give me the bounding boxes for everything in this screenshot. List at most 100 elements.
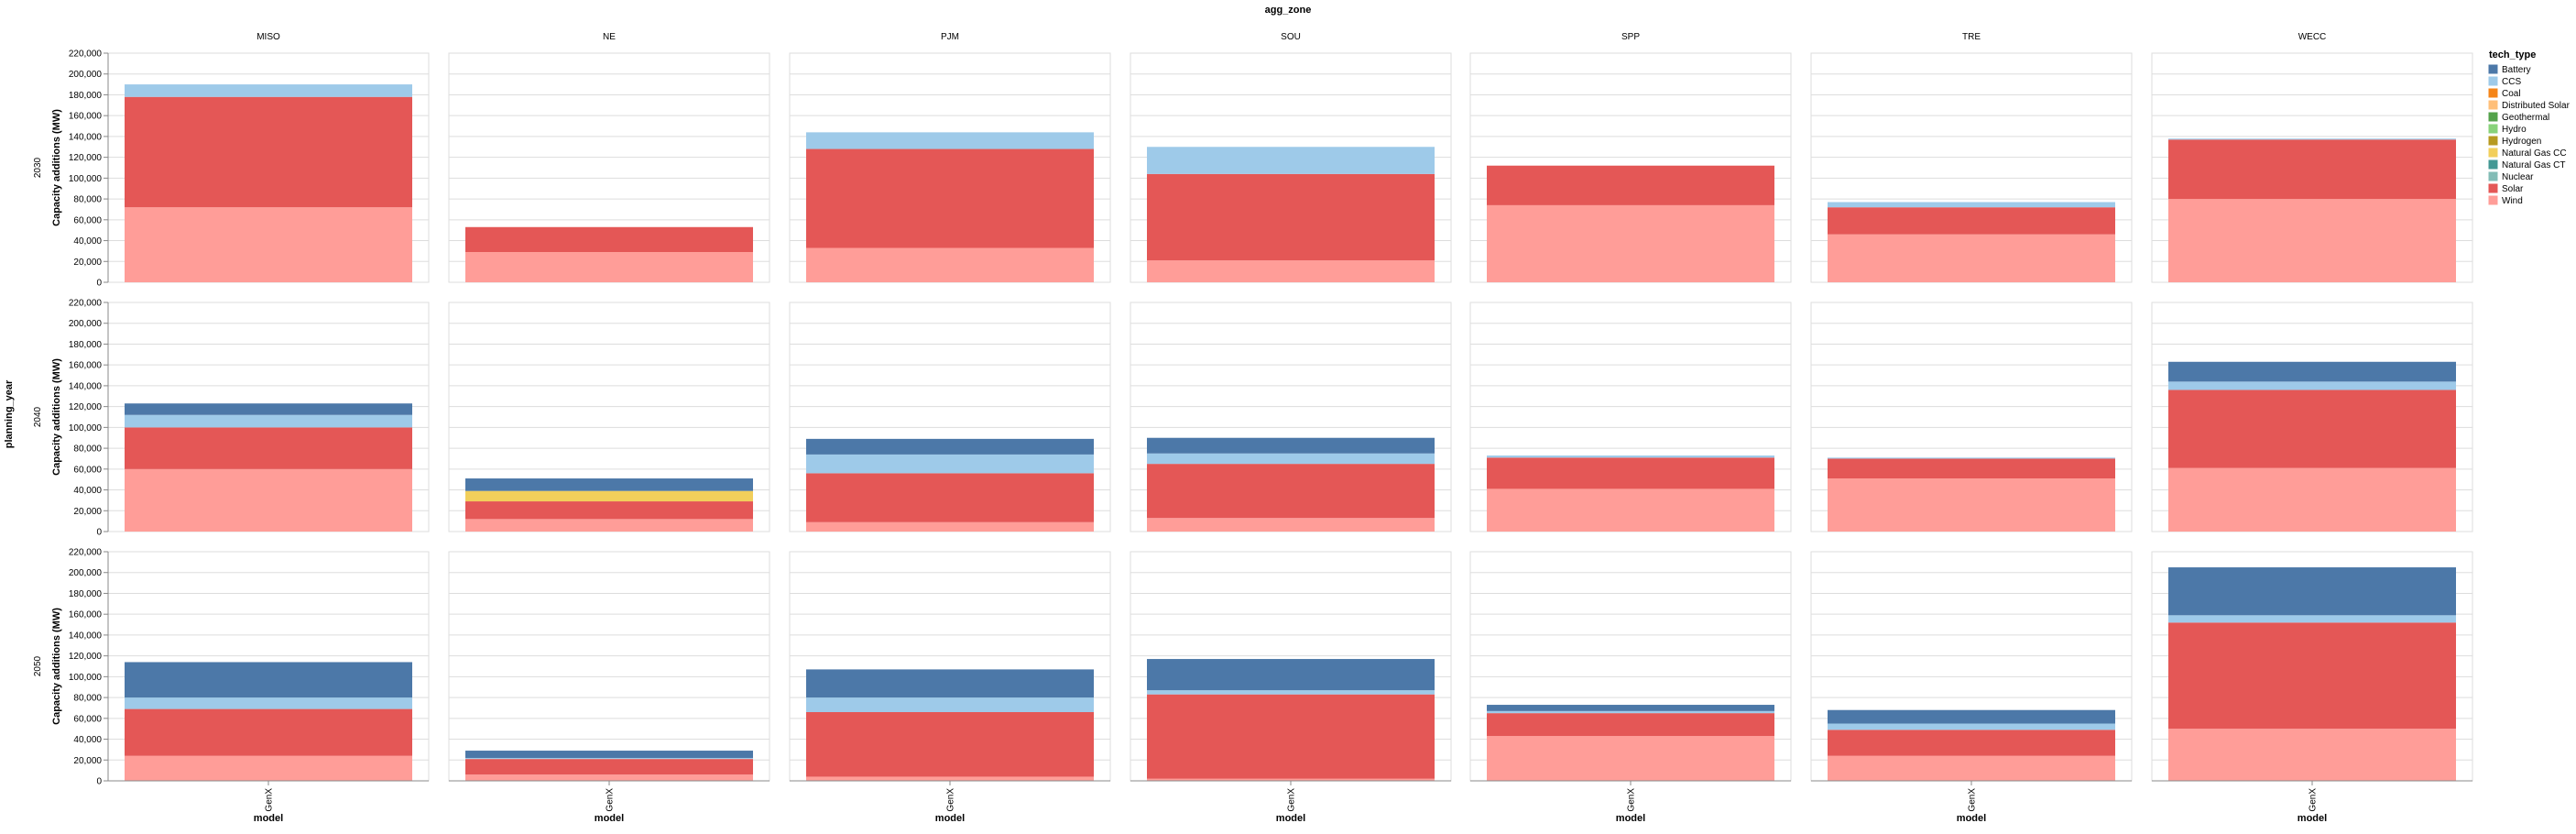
bar-segment-wind[interactable] bbox=[1828, 755, 2115, 781]
bar-segment-wind[interactable] bbox=[1487, 736, 1774, 781]
bar-segment-ccs[interactable] bbox=[1147, 147, 1435, 174]
bar-segment-solar[interactable] bbox=[2168, 139, 2456, 200]
bar-segment-ccs[interactable] bbox=[1487, 455, 1774, 458]
y-axis-title: Capacity additions (MW) bbox=[51, 608, 62, 725]
bar-segment-wind[interactable] bbox=[2168, 467, 2456, 532]
bar-segment-battery[interactable] bbox=[1147, 437, 1435, 454]
bar-segment-ccs[interactable] bbox=[2168, 138, 2456, 140]
bar-segment-solar[interactable] bbox=[1147, 464, 1435, 519]
bar-segment-wind[interactable] bbox=[125, 468, 412, 532]
bar-segment-ccs[interactable] bbox=[2168, 615, 2456, 623]
bar-segment-solar[interactable] bbox=[806, 712, 1094, 777]
bar-segment-battery[interactable] bbox=[2168, 567, 2456, 616]
bar-segment-wind[interactable] bbox=[806, 776, 1094, 781]
bar-segment-ccs[interactable] bbox=[2168, 381, 2456, 390]
legend-item-battery[interactable]: Battery bbox=[2488, 64, 2531, 75]
bar-segment-wind[interactable] bbox=[465, 774, 753, 781]
legend-swatch bbox=[2488, 88, 2498, 98]
bar-segment-solar[interactable] bbox=[2168, 390, 2456, 468]
bar-segment-battery[interactable] bbox=[1828, 709, 2115, 724]
bar-segment-wind[interactable] bbox=[465, 519, 753, 532]
bar-segment-solar[interactable] bbox=[1487, 165, 1774, 205]
bar-segment-ccs[interactable] bbox=[1828, 457, 2115, 459]
bar-segment-battery[interactable] bbox=[806, 669, 1094, 698]
bar-segment-wind[interactable] bbox=[1487, 204, 1774, 282]
y-tick-label: 100,000 bbox=[69, 673, 103, 683]
bar-segment-wind[interactable] bbox=[1828, 234, 2115, 282]
bar-segment-solar[interactable] bbox=[2168, 622, 2456, 730]
legend-swatch bbox=[2488, 148, 2498, 158]
bar-segment-solar[interactable] bbox=[125, 708, 412, 756]
bar-segment-wind[interactable] bbox=[125, 207, 412, 282]
legend-item-natural-gas-ct[interactable]: Natural Gas CT bbox=[2488, 159, 2565, 170]
bar-segment-solar[interactable] bbox=[465, 226, 753, 253]
y-tick-label: 100,000 bbox=[69, 174, 103, 184]
bar-segment-solar[interactable] bbox=[806, 148, 1094, 248]
legend-item-ccs[interactable]: CCS bbox=[2488, 76, 2521, 87]
bar-segment-battery[interactable] bbox=[465, 751, 753, 758]
bar-segment-solar[interactable] bbox=[1487, 457, 1774, 489]
bar-segment-ccs[interactable] bbox=[806, 697, 1094, 712]
bar-segment-ccs[interactable] bbox=[806, 454, 1094, 474]
bar-segment-ccs[interactable] bbox=[1147, 690, 1435, 695]
bar-segment-ccs[interactable] bbox=[465, 758, 753, 760]
legend-item-natural-gas-cc[interactable]: Natural Gas CC bbox=[2488, 148, 2567, 159]
bar-segment-solar[interactable] bbox=[1487, 713, 1774, 737]
bar-segment-natural-gas-cc[interactable] bbox=[465, 490, 753, 502]
column-header-miso: MISO bbox=[257, 32, 280, 42]
bar-segment-wind[interactable] bbox=[1147, 260, 1435, 282]
bar-segment-ccs[interactable] bbox=[125, 84, 412, 97]
bar-segment-wind[interactable] bbox=[1147, 778, 1435, 781]
legend-item-hydrogen[interactable]: Hydrogen bbox=[2488, 136, 2541, 147]
bar-segment-solar[interactable] bbox=[125, 96, 412, 208]
bar-segment-solar[interactable] bbox=[1828, 207, 2115, 235]
bar-segment-wind[interactable] bbox=[2168, 199, 2456, 282]
legend-item-distributed-solar[interactable]: Distributed Solar bbox=[2488, 100, 2571, 111]
x-axis-title: model bbox=[1616, 813, 1645, 824]
bar-segment-battery[interactable] bbox=[465, 478, 753, 491]
panel-2040-pjm bbox=[789, 302, 1111, 532]
bar-segment-battery[interactable] bbox=[1147, 659, 1435, 691]
bar-segment-battery[interactable] bbox=[125, 403, 412, 415]
bar-segment-wind[interactable] bbox=[1147, 518, 1435, 532]
bar-segment-solar[interactable] bbox=[125, 427, 412, 469]
bar-segment-solar[interactable] bbox=[465, 759, 753, 775]
bar-segment-ccs[interactable] bbox=[125, 697, 412, 709]
bar-segment-solar[interactable] bbox=[1828, 730, 2115, 756]
y-tick-label: 0 bbox=[96, 528, 102, 538]
bar-segment-solar[interactable] bbox=[1828, 458, 2115, 479]
bar-segment-battery[interactable] bbox=[806, 438, 1094, 455]
bar-segment-wind[interactable] bbox=[465, 252, 753, 282]
bar-segment-solar[interactable] bbox=[1147, 694, 1435, 779]
legend-item-solar[interactable]: Solar bbox=[2488, 183, 2524, 194]
legend-item-coal[interactable]: Coal bbox=[2488, 88, 2521, 99]
bar-segment-wind[interactable] bbox=[1828, 478, 2115, 532]
bar-segment-wind[interactable] bbox=[806, 521, 1094, 532]
panel-2040-tre bbox=[1810, 302, 2133, 532]
y-tick-label: 0 bbox=[96, 777, 102, 787]
bar-segment-ccs[interactable] bbox=[125, 414, 412, 428]
bar-segment-wind[interactable] bbox=[806, 247, 1094, 283]
legend-label: CCS bbox=[2502, 77, 2521, 87]
bar-segment-solar[interactable] bbox=[806, 473, 1094, 522]
bar-segment-battery[interactable] bbox=[1487, 705, 1774, 711]
legend-item-wind[interactable]: Wind bbox=[2488, 195, 2523, 206]
bar-segment-ccs[interactable] bbox=[1487, 710, 1774, 714]
bar-segment-wind[interactable] bbox=[1487, 488, 1774, 532]
bar-segment-ccs[interactable] bbox=[1147, 453, 1435, 465]
legend-item-geothermal[interactable]: Geothermal bbox=[2488, 112, 2549, 123]
bar-segment-ccs[interactable] bbox=[1828, 202, 2115, 208]
legend-item-nuclear[interactable]: Nuclear bbox=[2488, 171, 2534, 182]
bar-segment-ccs[interactable] bbox=[1828, 723, 2115, 730]
bar-segment-battery[interactable] bbox=[125, 662, 412, 698]
bar-segment-ccs[interactable] bbox=[806, 132, 1094, 149]
bar-segment-battery[interactable] bbox=[2168, 361, 2456, 382]
y-tick-label: 100,000 bbox=[69, 423, 103, 433]
legend-item-hydro[interactable]: Hydro bbox=[2488, 124, 2527, 135]
bar-segment-solar[interactable] bbox=[465, 501, 753, 520]
y-tick-label: 80,000 bbox=[73, 195, 102, 205]
bar-segment-wind[interactable] bbox=[2168, 729, 2456, 781]
bar-segment-wind[interactable] bbox=[125, 755, 412, 781]
bar-segment-solar[interactable] bbox=[1147, 173, 1435, 261]
